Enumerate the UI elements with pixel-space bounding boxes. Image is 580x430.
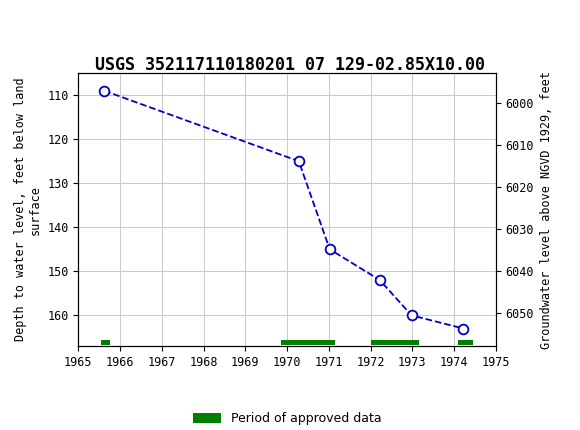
Bar (458, 340, 473, 345)
Y-axis label: Depth to water level, feet below land
surface: Depth to water level, feet below land su… (14, 78, 42, 341)
Y-axis label: Groundwater level above NGVD 1929, feet: Groundwater level above NGVD 1929, feet (539, 71, 553, 349)
Text: USGS 352117110180201 07 129-02.85X10.00: USGS 352117110180201 07 129-02.85X10.00 (95, 56, 485, 74)
Text: ▒USGS: ▒USGS (10, 12, 74, 37)
Bar (371, 340, 419, 345)
Bar (281, 340, 335, 345)
Bar (102, 340, 110, 345)
Legend: Period of approved data: Period of approved data (188, 407, 386, 430)
